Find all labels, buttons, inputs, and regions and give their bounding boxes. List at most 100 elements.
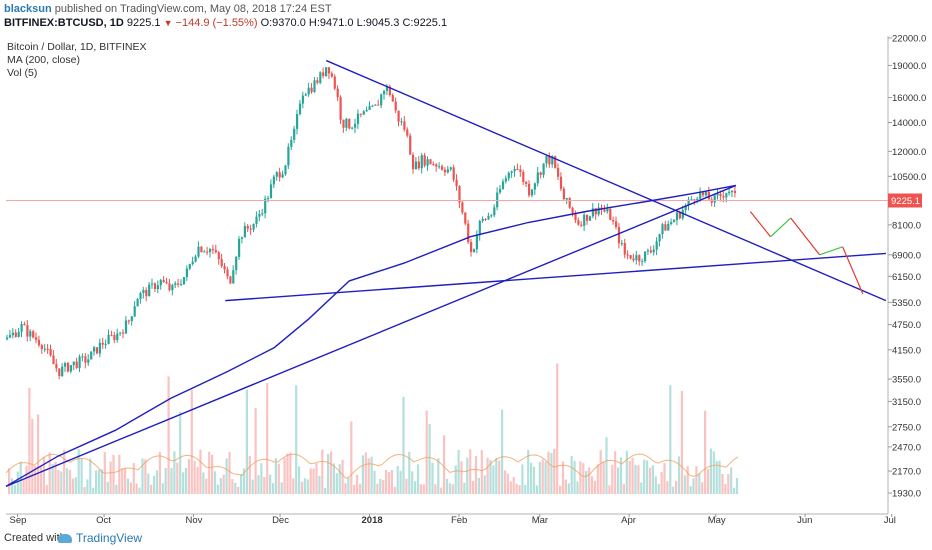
candle-body <box>731 190 734 192</box>
volume-bar <box>648 467 652 494</box>
candle-body <box>597 207 600 215</box>
candle-body <box>261 213 264 215</box>
volume-bar <box>530 462 533 494</box>
volume-bar <box>245 389 248 494</box>
volume-bar <box>553 448 556 494</box>
price-tick-label: 3150.0 <box>892 397 921 408</box>
volume-bar <box>222 474 225 494</box>
candle-body <box>368 106 371 111</box>
volume-bar <box>503 470 507 494</box>
candle-body <box>661 224 664 235</box>
volume-bar <box>474 456 478 494</box>
candle-body <box>209 248 212 253</box>
volume-bar <box>164 468 167 494</box>
volume-bar <box>628 460 631 494</box>
candle-body <box>702 192 705 196</box>
volume-bar <box>730 467 733 494</box>
volume-bar <box>306 479 309 494</box>
volume-bar <box>422 484 425 494</box>
candle-body <box>728 191 731 194</box>
candle-body <box>629 255 632 259</box>
volume-bar <box>483 475 486 494</box>
volume-bar <box>77 449 80 494</box>
candle-body <box>441 166 444 170</box>
volume-bar <box>187 459 190 494</box>
volume-bar <box>324 487 327 494</box>
candle-body <box>565 198 568 200</box>
candle-body <box>719 193 722 197</box>
price-tick-label: 10500.0 <box>892 172 926 183</box>
candle-body <box>673 220 676 223</box>
projection-green <box>819 246 843 256</box>
volume-bar <box>666 481 669 494</box>
candle-body <box>69 365 72 372</box>
candle-body <box>507 172 510 179</box>
candle-body <box>203 251 206 253</box>
volume-bar <box>106 481 109 494</box>
volume-bar <box>437 458 440 494</box>
candle-body <box>66 363 70 372</box>
candle-body <box>142 289 145 294</box>
volume-bar <box>463 482 466 494</box>
candle-body <box>522 171 525 183</box>
candle-body <box>72 361 75 366</box>
candle-body <box>325 67 328 76</box>
candle-body <box>568 198 571 208</box>
candle-body <box>223 266 226 270</box>
volume-bar <box>561 461 565 494</box>
candle-body <box>499 189 502 193</box>
candle-body <box>354 123 357 128</box>
volume-bar <box>718 460 721 494</box>
candle-body <box>516 168 519 170</box>
candle-body <box>116 333 119 341</box>
ohlc-values: O:9370.0 H:9471.0 L:9045.3 C:9225.1 <box>260 17 448 29</box>
volume-bar <box>675 480 678 494</box>
candle-body <box>646 250 650 252</box>
tradingview-logo[interactable]: TradingView <box>58 531 142 545</box>
chart-area[interactable]: 22000.0 19000.0 16000.0 14000.0 12000.0 10500… <box>0 32 932 528</box>
volume-bar <box>219 477 222 494</box>
candle-body <box>249 228 252 230</box>
footer: Created with TradingView <box>0 528 932 550</box>
volume-bar <box>263 476 266 494</box>
candle-body <box>455 179 458 187</box>
candle-body <box>562 188 565 200</box>
candle-body <box>185 268 188 278</box>
author-link[interactable]: blacksun <box>4 3 52 15</box>
candle-body <box>490 215 493 217</box>
price-change: −144.9 (−1.55%) <box>175 17 258 29</box>
last-price: 9225.1 <box>126 17 161 29</box>
volume-bar <box>564 479 567 494</box>
volume-bar <box>225 458 228 494</box>
candle-body <box>467 223 470 243</box>
volume-bar <box>231 479 234 494</box>
candle-body <box>481 218 484 221</box>
candle-body <box>87 359 90 363</box>
volume-bar <box>593 480 596 494</box>
candle-body <box>391 94 394 102</box>
candle-body <box>32 331 35 338</box>
volume-bar <box>396 466 399 494</box>
candle-body <box>322 72 325 76</box>
volume-bar <box>408 451 411 494</box>
price-chart[interactable]: 22000.0 19000.0 16000.0 14000.0 12000.0 10500… <box>0 32 932 528</box>
candle-body <box>725 193 728 198</box>
volume-bar <box>39 466 43 494</box>
candle-body <box>272 176 275 185</box>
candle-body <box>119 332 122 334</box>
candle-body <box>327 67 331 74</box>
volume-bar <box>527 449 530 494</box>
candle-body <box>649 250 652 253</box>
volume-bar <box>631 457 634 494</box>
candle-body <box>632 258 635 261</box>
candle-body <box>583 214 586 226</box>
brand-name: TradingView <box>76 531 143 545</box>
candle-body <box>414 161 418 170</box>
volume-bar <box>411 471 414 494</box>
candle-body <box>533 183 536 190</box>
candle-body <box>246 226 249 229</box>
candle-body <box>557 167 560 177</box>
volume-bar <box>196 466 199 494</box>
volume-bar <box>379 479 382 494</box>
cloud-icon <box>58 534 72 544</box>
